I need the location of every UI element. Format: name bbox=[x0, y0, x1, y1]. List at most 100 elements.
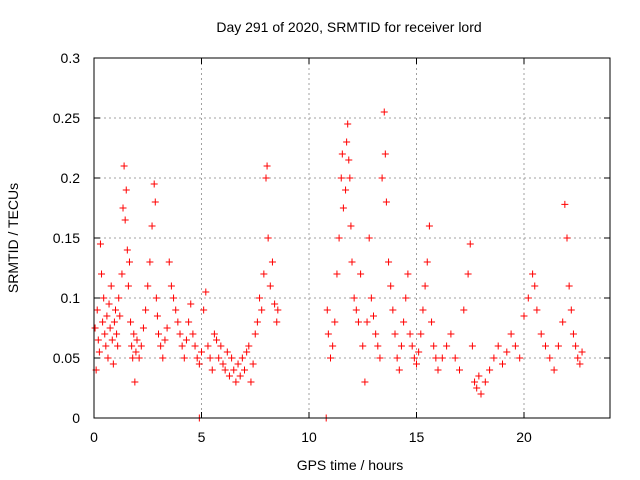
data-point bbox=[410, 354, 418, 362]
data-point bbox=[232, 378, 240, 386]
data-point bbox=[94, 336, 102, 344]
data-point bbox=[157, 342, 165, 350]
data-point bbox=[425, 222, 433, 230]
data-point bbox=[102, 342, 110, 350]
data-point bbox=[213, 336, 221, 344]
data-point bbox=[95, 348, 103, 356]
data-point bbox=[262, 174, 270, 182]
data-point bbox=[413, 360, 420, 368]
data-point bbox=[215, 354, 223, 362]
data-point bbox=[202, 288, 210, 296]
data-point bbox=[210, 330, 218, 338]
data-point bbox=[456, 366, 463, 374]
data-point bbox=[357, 270, 365, 278]
data-point bbox=[172, 306, 180, 314]
data-point bbox=[378, 174, 386, 182]
data-point bbox=[374, 342, 382, 350]
data-point bbox=[520, 312, 528, 320]
data-point bbox=[256, 294, 264, 302]
data-point bbox=[124, 282, 132, 290]
data-point bbox=[404, 270, 412, 278]
y-tick-label: 0 bbox=[72, 410, 80, 426]
data-point bbox=[376, 354, 384, 362]
data-point bbox=[537, 330, 545, 338]
data-point bbox=[572, 342, 580, 350]
data-point bbox=[264, 234, 272, 242]
data-point bbox=[260, 270, 268, 278]
data-point bbox=[578, 348, 586, 356]
data-point bbox=[434, 366, 442, 374]
data-point bbox=[96, 240, 104, 248]
data-point bbox=[101, 330, 109, 338]
data-point bbox=[120, 162, 128, 170]
data-point bbox=[503, 348, 511, 356]
data-point bbox=[430, 342, 438, 350]
data-point bbox=[133, 336, 141, 344]
data-point bbox=[342, 186, 350, 194]
data-point bbox=[331, 318, 339, 326]
data-point bbox=[274, 306, 282, 314]
data-point bbox=[511, 342, 519, 350]
data-point bbox=[253, 318, 261, 326]
data-point bbox=[219, 360, 227, 368]
data-point bbox=[363, 318, 371, 326]
data-point bbox=[151, 198, 159, 206]
data-point bbox=[402, 294, 410, 302]
data-point bbox=[121, 216, 129, 224]
data-point bbox=[481, 378, 489, 386]
data-point bbox=[423, 258, 431, 266]
data-point bbox=[359, 342, 367, 350]
data-point bbox=[116, 312, 124, 320]
data-point bbox=[428, 318, 436, 326]
data-point bbox=[380, 108, 388, 116]
data-point bbox=[567, 306, 575, 314]
data-point bbox=[347, 222, 355, 230]
data-point bbox=[146, 258, 154, 266]
data-point bbox=[263, 162, 271, 170]
data-point bbox=[135, 354, 143, 362]
data-point bbox=[131, 378, 139, 386]
data-point bbox=[468, 342, 476, 350]
x-axis-label: GPS time / hours bbox=[297, 457, 404, 473]
data-point bbox=[382, 198, 390, 206]
data-point bbox=[400, 318, 408, 326]
data-point bbox=[393, 354, 401, 362]
data-point bbox=[106, 324, 114, 332]
data-point bbox=[415, 348, 423, 356]
data-point bbox=[115, 294, 123, 302]
data-point bbox=[471, 378, 479, 386]
data-point bbox=[107, 282, 115, 290]
data-point bbox=[348, 258, 356, 266]
data-point bbox=[176, 330, 184, 338]
data-point bbox=[105, 300, 113, 308]
data-point bbox=[345, 156, 353, 164]
x-tick-label: 5 bbox=[198, 429, 206, 445]
data-point bbox=[466, 240, 474, 248]
data-point bbox=[103, 312, 111, 320]
data-point bbox=[524, 294, 532, 302]
data-point bbox=[389, 306, 397, 314]
data-point bbox=[361, 378, 369, 386]
data-point bbox=[546, 354, 554, 362]
data-point bbox=[473, 384, 481, 392]
data-point bbox=[122, 186, 130, 194]
data-point bbox=[554, 342, 562, 350]
x-tick-label: 15 bbox=[409, 429, 425, 445]
plot-frame bbox=[93, 57, 611, 419]
data-point bbox=[346, 174, 354, 182]
data-point bbox=[236, 372, 244, 380]
data-point bbox=[343, 138, 351, 146]
data-point bbox=[142, 306, 150, 314]
data-point bbox=[130, 330, 138, 338]
data-point bbox=[148, 222, 156, 230]
data-point bbox=[266, 282, 274, 290]
data-point bbox=[137, 342, 145, 350]
data-point bbox=[132, 348, 140, 356]
data-point bbox=[324, 330, 332, 338]
data-point bbox=[337, 174, 345, 182]
data-point bbox=[108, 336, 116, 344]
data-point bbox=[174, 318, 182, 326]
data-point bbox=[329, 342, 337, 350]
data-point bbox=[432, 354, 440, 362]
data-point bbox=[486, 366, 494, 374]
